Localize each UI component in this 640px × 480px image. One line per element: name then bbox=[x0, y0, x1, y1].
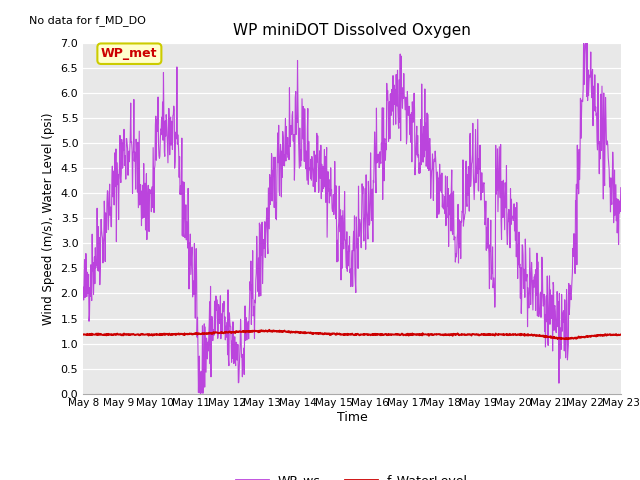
Y-axis label: Wind Speed (m/s), Water Level (psi): Wind Speed (m/s), Water Level (psi) bbox=[42, 112, 55, 324]
Text: WP_met: WP_met bbox=[101, 47, 157, 60]
Text: No data for f_MD_DO: No data for f_MD_DO bbox=[29, 15, 147, 26]
Title: WP miniDOT Dissolved Oxygen: WP miniDOT Dissolved Oxygen bbox=[233, 23, 471, 38]
X-axis label: Time: Time bbox=[337, 411, 367, 424]
Legend: WP_ws, f_WaterLevel: WP_ws, f_WaterLevel bbox=[231, 469, 473, 480]
